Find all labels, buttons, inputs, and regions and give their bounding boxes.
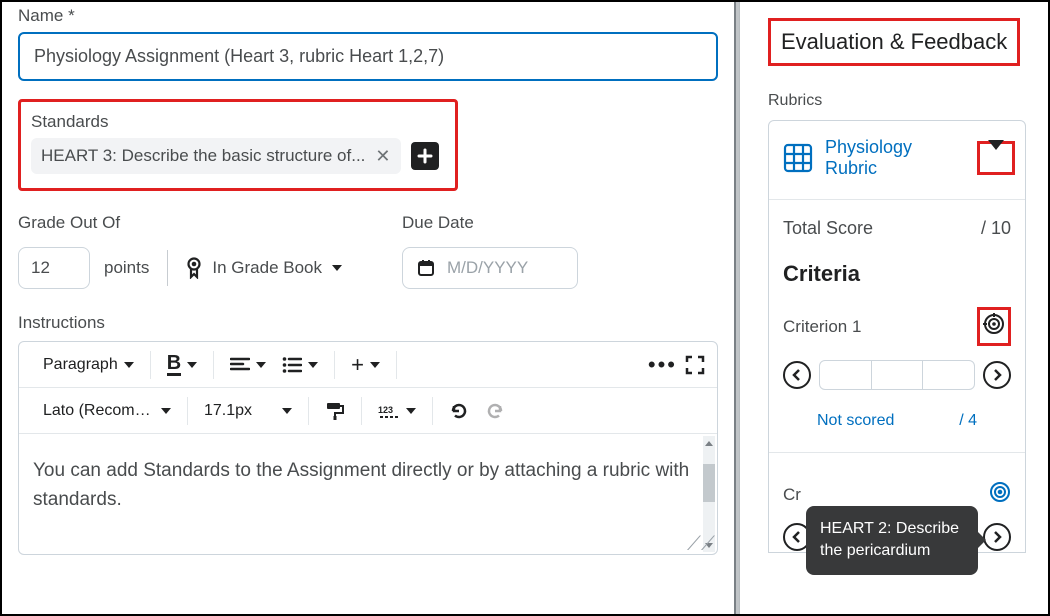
svg-text:123: 123 — [378, 405, 393, 415]
total-score-label: Total Score — [783, 218, 873, 239]
rubric-header[interactable]: Physiology Rubric — [783, 137, 1011, 179]
size-dropdown-text: 17.1px — [204, 402, 252, 420]
standards-highlight-box: Standards HEART 3: Describe the basic st… — [18, 99, 458, 191]
list-dropdown[interactable] — [278, 353, 322, 377]
bold-icon: B — [167, 353, 181, 376]
app-window: Name * Standards HEART 3: Describe the b… — [0, 0, 1050, 616]
due-date-label: Due Date — [402, 213, 578, 233]
evaluation-title-highlight: Evaluation & Feedback — [768, 18, 1020, 66]
name-input[interactable] — [18, 32, 718, 81]
align-dropdown[interactable] — [226, 353, 270, 377]
separator — [167, 250, 168, 286]
calendar-icon — [417, 259, 435, 277]
font-family-dropdown[interactable]: Lato (Recom… — [39, 398, 175, 424]
bullet-list-icon — [282, 357, 302, 373]
scale-prev-button[interactable] — [783, 361, 811, 389]
chevron-down-icon — [332, 265, 342, 271]
grade-due-row: Grade Out Of points In Grade Book — [18, 213, 718, 289]
align-left-icon — [230, 357, 250, 373]
line-spacing-dropdown[interactable]: 123 — [374, 399, 420, 423]
font-dropdown-text: Lato (Recom… — [43, 402, 151, 420]
criterion-2-row: Cr — [783, 481, 1011, 508]
editor-toolbar-1: Paragraph B — [19, 342, 717, 388]
target-icon[interactable] — [983, 313, 1005, 335]
editor-body-text: You can add Standards to the Assignment … — [33, 460, 689, 510]
standard-tag-text: HEART 3: Describe the basic structure of… — [41, 146, 365, 166]
rubric-card: Physiology Rubric Total Score / 10 Crite… — [768, 120, 1026, 553]
grade-column: Grade Out Of points In Grade Book — [18, 213, 342, 289]
standard-tag[interactable]: HEART 3: Describe the basic structure of… — [31, 138, 401, 174]
points-label: points — [104, 258, 149, 278]
editor-toolbar-2: Lato (Recom… 17.1px — [19, 388, 717, 434]
gradebook-text: In Grade Book — [212, 258, 322, 278]
standards-label: Standards — [27, 112, 443, 132]
rich-text-editor: Paragraph B — [18, 341, 718, 555]
out-of-4-text: / 4 — [959, 412, 977, 430]
ribbon-icon — [186, 257, 202, 279]
criterion-1-scale — [783, 360, 1011, 390]
chevron-down-icon — [187, 362, 197, 368]
undo-icon — [449, 401, 469, 421]
assignment-editor: Name * Standards HEART 3: Describe the b… — [2, 2, 734, 614]
plus-icon — [417, 148, 433, 164]
redo-icon — [485, 401, 505, 421]
redo-button[interactable] — [481, 397, 509, 425]
chevron-down-icon — [370, 362, 380, 368]
fullscreen-button[interactable] — [681, 351, 709, 379]
chevron-down-icon — [124, 362, 134, 368]
font-size-dropdown[interactable]: 17.1px — [200, 398, 296, 424]
ellipsis-icon: ••• — [648, 352, 677, 378]
not-scored-text: Not scored — [817, 412, 894, 430]
evaluation-title: Evaluation & Feedback — [775, 23, 1013, 61]
criterion-1-score: Not scored / 4 — [783, 412, 1011, 430]
total-score-value: / 10 — [981, 218, 1011, 239]
chevron-down-icon — [282, 408, 292, 414]
scale-next-button[interactable] — [983, 523, 1011, 551]
due-date-input[interactable]: M/D/YYYY — [402, 247, 578, 289]
standard-tooltip: HEART 2: Describe the pericardium — [806, 506, 978, 575]
in-grade-book-dropdown[interactable]: In Grade Book — [186, 257, 342, 279]
total-score-row: Total Score / 10 — [783, 218, 1011, 239]
remove-standard-icon[interactable]: ✕ — [375, 147, 390, 165]
scale-next-button[interactable] — [983, 361, 1011, 389]
criterion-1-label: Criterion 1 — [783, 317, 861, 337]
editor-textarea[interactable]: You can add Standards to the Assignment … — [19, 434, 717, 554]
name-label: Name * — [18, 6, 718, 26]
criterion-2-target-icon[interactable] — [989, 481, 1011, 508]
standards-tag-row: HEART 3: Describe the basic structure of… — [27, 138, 443, 174]
chevron-down-icon[interactable] — [988, 140, 1004, 166]
paragraph-style-dropdown[interactable]: Paragraph — [39, 352, 138, 378]
due-date-column: Due Date M/D/YYYY — [402, 213, 578, 289]
paint-roller-icon — [325, 401, 345, 421]
criteria-heading: Criteria — [783, 261, 1011, 287]
add-standard-button[interactable] — [411, 142, 439, 170]
criterion-1-row: Criterion 1 — [783, 307, 1011, 346]
plus-icon: + — [351, 352, 364, 378]
scale-segments[interactable] — [819, 360, 975, 390]
rubric-expand-highlight — [977, 141, 1015, 175]
rubric-grid-icon — [783, 143, 813, 173]
style-dropdown-text: Paragraph — [43, 356, 118, 374]
grade-input[interactable] — [18, 247, 90, 289]
chevron-down-icon — [308, 362, 318, 368]
grade-label: Grade Out Of — [18, 213, 342, 233]
rubric-name: Physiology Rubric — [825, 137, 965, 179]
bold-button[interactable]: B — [163, 349, 201, 380]
criterion-2-label-partial: Cr — [783, 485, 801, 505]
due-date-placeholder: M/D/YYYY — [447, 258, 528, 278]
rubrics-label: Rubrics — [768, 92, 1026, 110]
criterion-target-highlight — [977, 307, 1011, 346]
fullscreen-icon — [685, 355, 705, 375]
resize-handle-icon[interactable]: ⟋⟋ — [687, 529, 715, 560]
chevron-down-icon — [256, 362, 266, 368]
chevron-down-icon — [161, 408, 171, 414]
line-spacing-icon: 123 — [378, 403, 400, 419]
format-painter-button[interactable] — [321, 397, 349, 425]
chevron-down-icon — [406, 408, 416, 414]
undo-button[interactable] — [445, 397, 473, 425]
instructions-label: Instructions — [18, 313, 718, 333]
insert-dropdown[interactable]: + — [347, 348, 384, 382]
more-button[interactable]: ••• — [644, 348, 681, 382]
